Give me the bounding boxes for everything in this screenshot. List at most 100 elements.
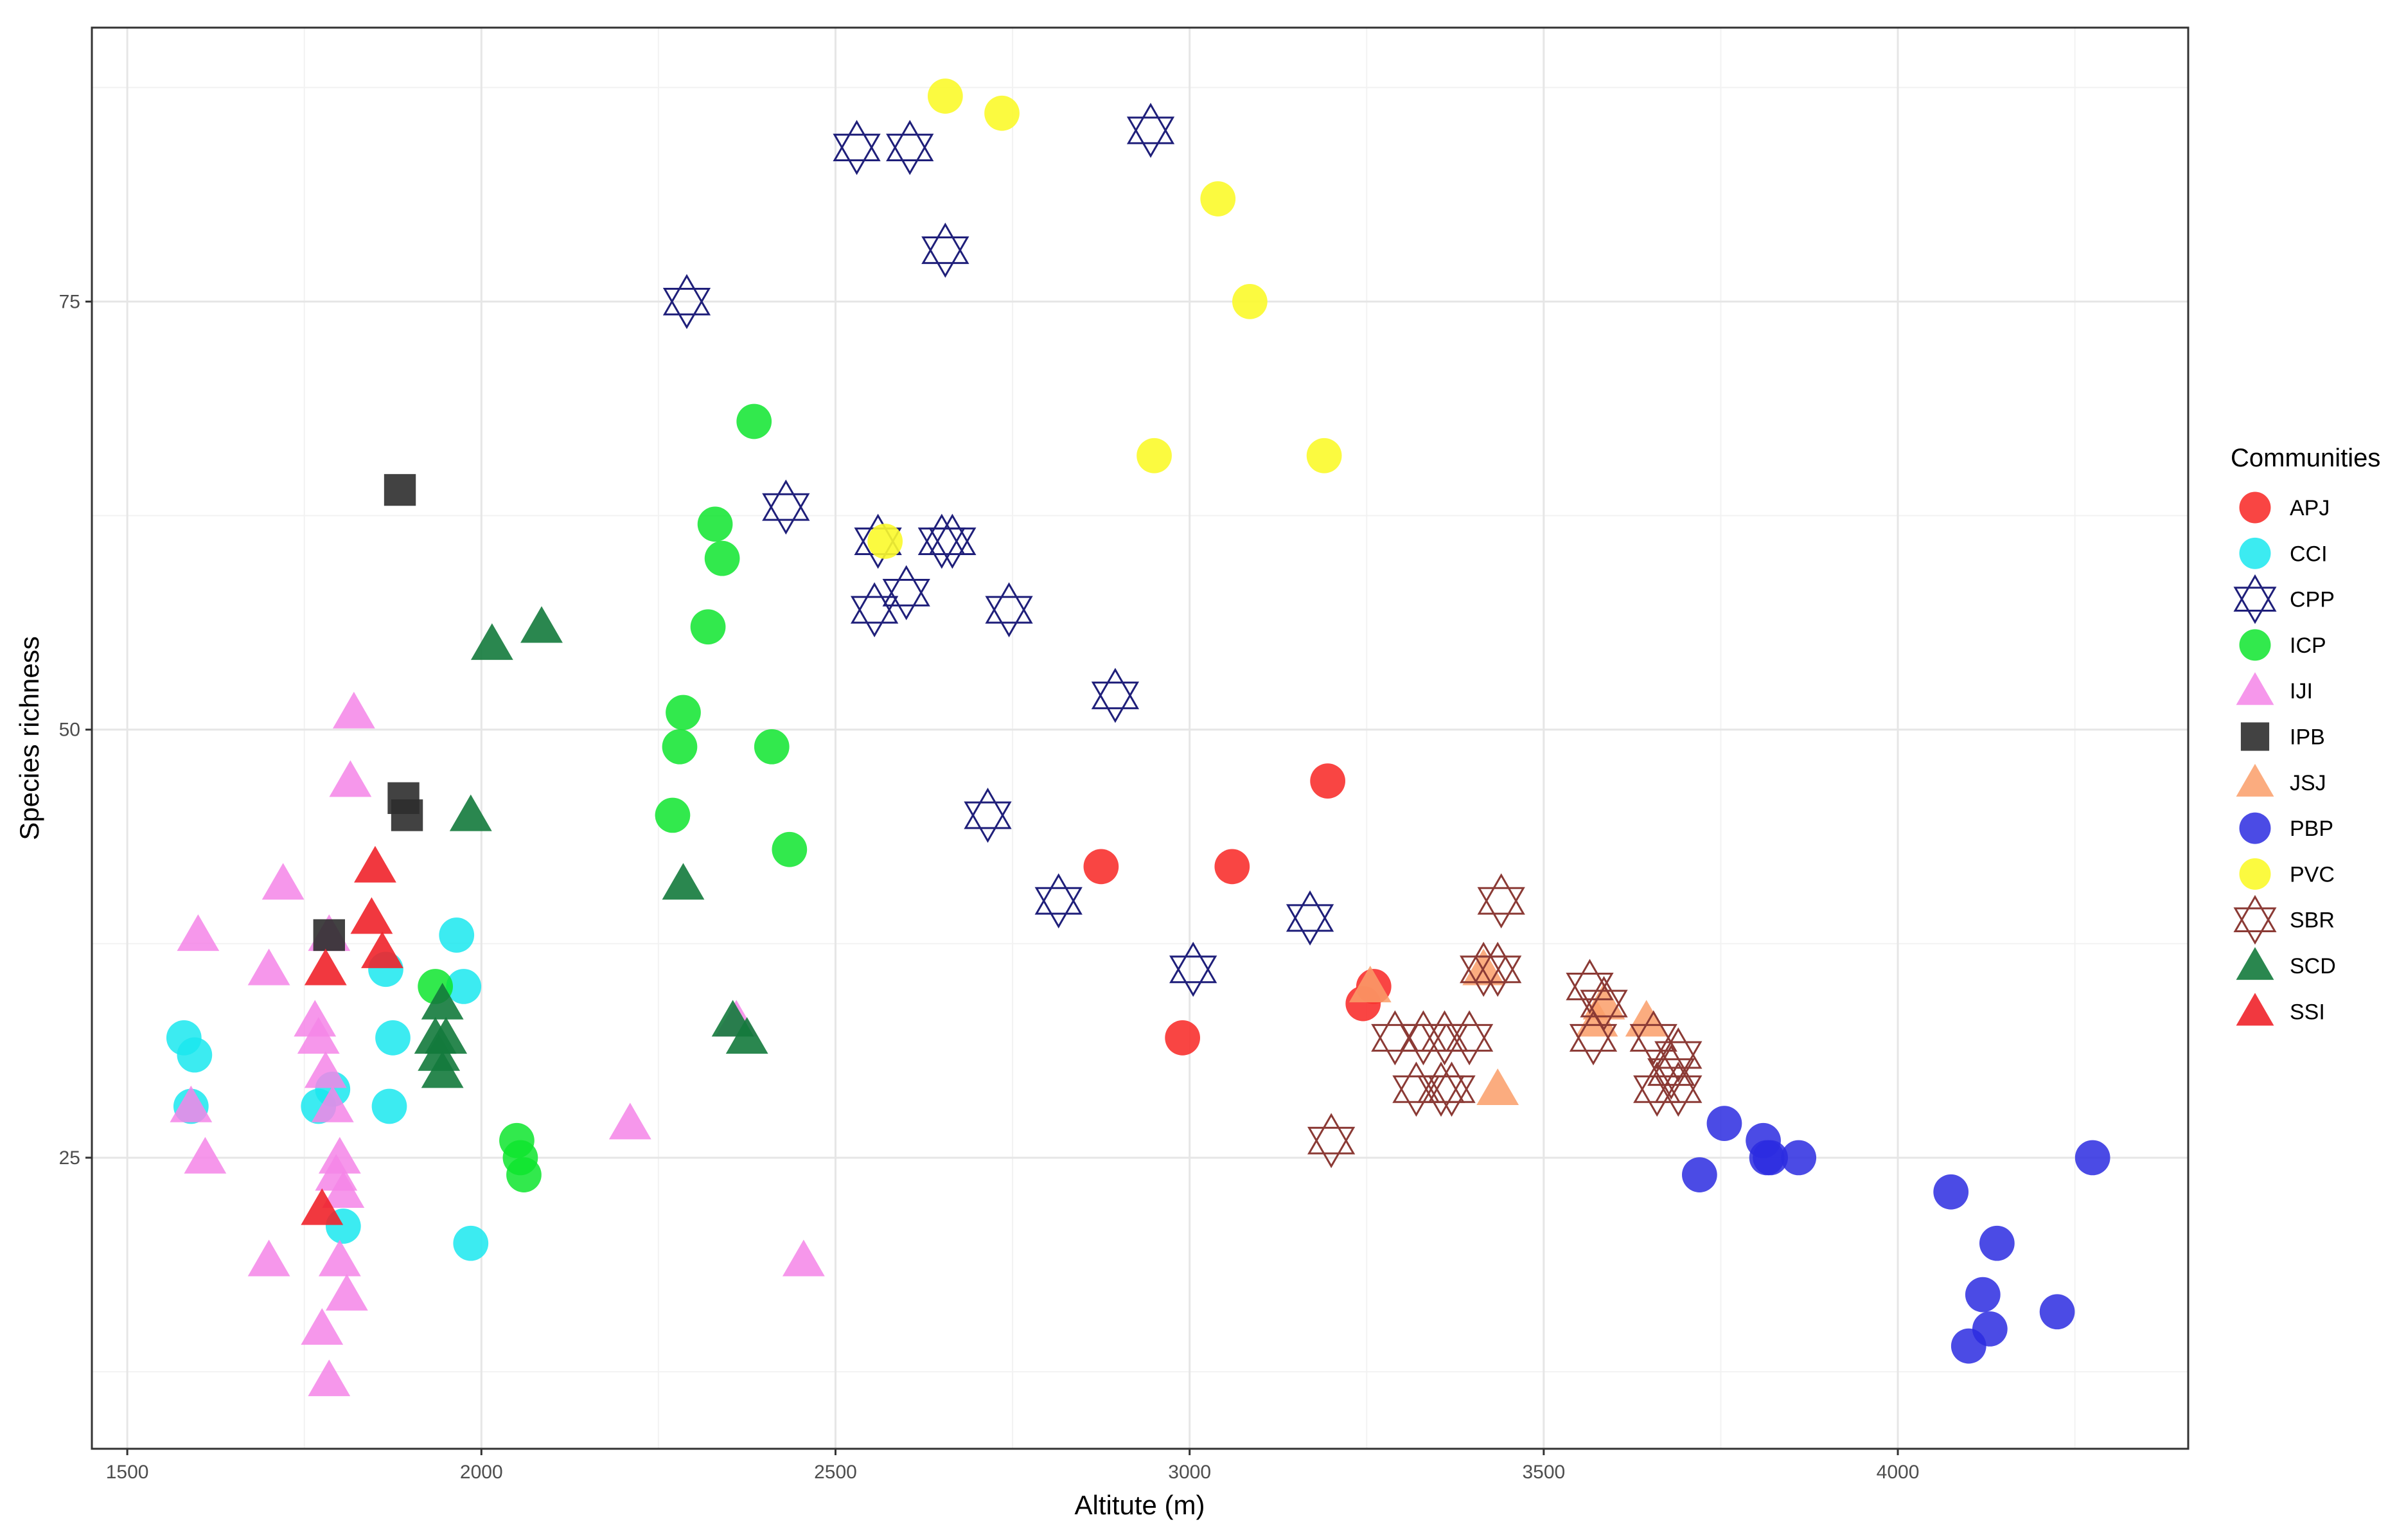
legend-title: Communities xyxy=(2231,444,2380,472)
legend-key-icp xyxy=(2239,629,2271,661)
x-tick-label: 4000 xyxy=(1877,1462,1920,1483)
data-point-cpp xyxy=(985,582,1033,638)
legend-item-pbp: PBP xyxy=(2239,812,2333,844)
data-point-cpp xyxy=(1126,103,1175,158)
legend-key-scd xyxy=(2236,947,2274,980)
data-point-ssi xyxy=(301,1188,344,1225)
x-tick-label: 3000 xyxy=(1168,1462,1211,1483)
plot-background xyxy=(92,28,2188,1449)
x-tick-label: 3500 xyxy=(1522,1462,1565,1483)
legend-item-jsj: JSJ xyxy=(2236,763,2326,797)
x-tick-label: 1500 xyxy=(106,1462,149,1483)
series-iji xyxy=(170,691,825,1397)
legend-item-ipb: IPB xyxy=(2240,722,2325,751)
data-point-icp xyxy=(697,506,733,542)
data-point-iji xyxy=(170,1085,213,1122)
data-point-pbp xyxy=(1965,1277,2001,1313)
legend-label: ICP xyxy=(2290,633,2326,658)
legend-key-pvc xyxy=(2239,858,2271,890)
data-point-iji xyxy=(318,1239,361,1277)
data-point-ipb xyxy=(391,799,423,831)
series-pbp xyxy=(1682,1106,2110,1364)
data-point-ssi xyxy=(361,931,403,968)
data-point-scd xyxy=(662,863,705,900)
data-point-icp xyxy=(772,831,808,867)
data-point-pbp xyxy=(1781,1140,1817,1176)
data-point-icp xyxy=(506,1157,542,1192)
data-point-jsj xyxy=(1625,1000,1668,1037)
x-tick-label: 2500 xyxy=(814,1462,857,1483)
data-point-scd xyxy=(418,1034,461,1071)
data-point-sbr xyxy=(1307,1113,1356,1169)
series-cpp xyxy=(662,103,1334,997)
data-point-ssi xyxy=(354,845,396,883)
series-icp xyxy=(418,403,808,1192)
data-point-iji xyxy=(329,760,372,797)
data-point-pvc xyxy=(867,524,903,559)
legend-label: SSI xyxy=(2290,1000,2325,1024)
data-point-iji xyxy=(325,1273,368,1311)
data-point-cpp xyxy=(1286,890,1334,946)
legend-label: PVC xyxy=(2290,862,2335,887)
data-point-cci xyxy=(446,969,482,1004)
data-point-scd xyxy=(520,606,563,643)
data-point-sbr xyxy=(1445,1010,1494,1066)
data-point-sbr xyxy=(1392,1061,1440,1117)
data-point-pbp xyxy=(1753,1140,1788,1176)
data-point-apj xyxy=(1310,763,1345,799)
data-point-pbp xyxy=(1979,1225,2015,1261)
data-point-icp xyxy=(666,695,701,730)
data-point-pvc xyxy=(1200,181,1236,217)
data-point-iji xyxy=(301,1308,344,1345)
data-point-iji xyxy=(311,1085,354,1122)
data-point-sbr xyxy=(1477,873,1525,929)
plot-border xyxy=(91,26,2189,1450)
legend-key-ssi xyxy=(2236,993,2274,1026)
legend-label: CPP xyxy=(2290,588,2335,612)
data-point-iji xyxy=(247,948,290,986)
data-point-icp xyxy=(655,797,691,833)
data-point-scd xyxy=(449,794,492,831)
legend-key-ipb xyxy=(2240,722,2270,751)
data-point-cci xyxy=(439,917,475,953)
legend-key-sbr xyxy=(2233,894,2277,945)
data-point-cpp xyxy=(1169,941,1217,997)
data-point-sbr xyxy=(1654,1027,1703,1083)
data-point-apj xyxy=(1165,1020,1201,1056)
data-point-pvc xyxy=(1232,284,1268,319)
data-point-cpp xyxy=(762,479,810,535)
data-point-pbp xyxy=(1706,1106,1742,1141)
data-point-pbp xyxy=(1682,1157,1717,1192)
data-points xyxy=(166,78,2110,1397)
data-point-jsj xyxy=(1476,1068,1519,1106)
data-point-icp xyxy=(736,403,772,439)
y-tick-label: 50 xyxy=(59,720,80,741)
data-point-sbr xyxy=(1371,1010,1419,1066)
data-point-scd xyxy=(725,1017,768,1054)
data-point-cci xyxy=(177,1037,213,1073)
data-point-pbp xyxy=(2039,1294,2075,1330)
data-point-cpp xyxy=(833,119,881,175)
series-ssi xyxy=(301,845,403,1225)
x-tick-label: 2000 xyxy=(460,1462,503,1483)
data-point-iji xyxy=(184,1137,227,1174)
legend-key-apj xyxy=(2239,491,2271,524)
legend-label: SBR xyxy=(2290,908,2335,933)
legend-item-cpp: CPP xyxy=(2233,574,2335,624)
legend-label: APJ xyxy=(2290,496,2330,520)
series-sbr xyxy=(1307,873,1703,1169)
data-point-sbr xyxy=(1420,1010,1469,1066)
data-point-ipb xyxy=(384,474,416,506)
legend-key-cci xyxy=(2239,537,2271,569)
data-point-iji xyxy=(297,1017,340,1054)
data-point-iji xyxy=(782,1239,825,1277)
data-point-pvc xyxy=(984,95,1020,131)
data-point-iji xyxy=(332,691,375,729)
legend-item-iji: IJI xyxy=(2236,672,2313,705)
data-point-sbr xyxy=(1580,976,1628,1031)
data-point-sbr xyxy=(1459,941,1508,997)
data-point-cci xyxy=(371,1088,407,1124)
data-point-ssi xyxy=(304,948,347,986)
